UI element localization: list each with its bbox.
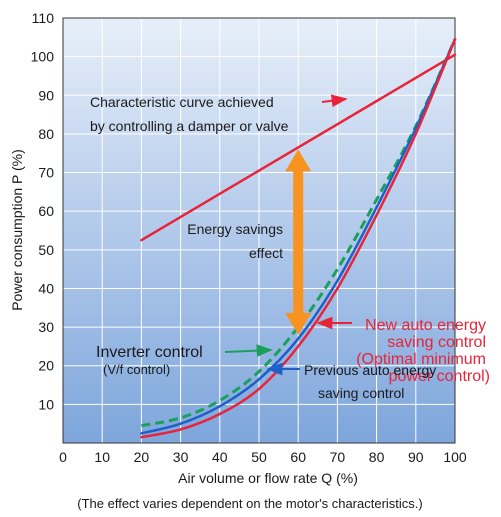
x-tick-label: 30 [173,449,189,465]
new-annotation-line4: power control) [389,368,490,385]
y-tick-label: 110 [32,10,55,26]
new-annotation-line1: New auto energy [365,317,486,334]
x-tick-label: 50 [251,449,267,465]
prev-annotation-line2: saving control [318,385,404,401]
x-tick-label: 90 [408,449,424,465]
y-tick-label: 100 [31,49,55,65]
x-axis-label: Air volume or flow rate Q (%) [178,470,358,486]
damper-pointer-arrow [321,94,348,108]
y-tick-label: 30 [38,319,54,335]
previous-auto-saving-line [140,38,457,435]
prev-annotation-line1: Previous auto energy [304,362,436,378]
x-tick-label: 20 [134,449,150,465]
savings-annotation-line2: effect [249,245,283,261]
new-auto-saving-line [140,38,457,439]
plot-frame [62,17,456,444]
inverter-annotation-line1: Inverter control [96,344,203,361]
x-tick-labels: 0 10 20 30 40 50 60 70 80 90 100 [59,449,467,465]
x-tick-label: 40 [212,449,228,465]
savings-annotation-line1: Energy savings [187,221,283,237]
y-tick-label: 10 [38,396,54,412]
damper-valve-line [140,53,457,242]
y-tick-label: 20 [38,358,54,374]
y-tick-label: 60 [38,203,54,219]
damper-annotation-line1: Characteristic curve achieved [90,94,274,110]
y-tick-label: 40 [38,280,54,296]
grid [63,18,455,443]
y-axis-label: Power consumption P (%) [9,149,25,311]
new-annotation-line2: saving control [387,334,486,351]
y-tick-label: 90 [38,87,54,103]
x-tick-label: 70 [330,449,346,465]
y-tick-labels: 10 20 30 40 50 60 70 80 90 100 110 [31,10,55,412]
inverter-pointer-arrow [224,344,273,358]
y-tick-label: 70 [38,165,54,181]
footnote: (The effect varies dependent on the moto… [77,496,422,511]
new-annotation-line3: (Optimal minimum [356,351,486,368]
y-tick-label: 50 [38,242,54,258]
x-tick-label: 60 [290,449,306,465]
damper-annotation-line2: by controlling a damper or valve [90,118,289,134]
inverter-annotation-line2: (V/f control) [103,362,170,377]
x-tick-label: 0 [59,449,67,465]
x-tick-label: 100 [443,449,467,465]
energy-savings-arrow [285,149,312,335]
x-tick-label: 10 [94,449,110,465]
x-tick-label: 80 [369,449,385,465]
y-tick-label: 80 [38,126,54,142]
series-lines [140,38,457,439]
